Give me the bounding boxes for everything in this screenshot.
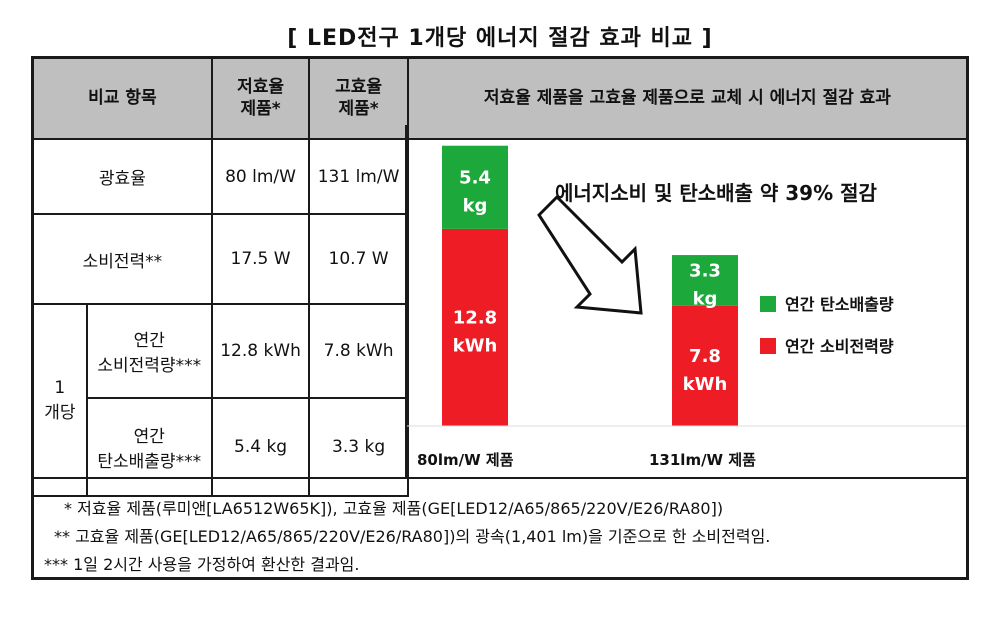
bar-carbon-1	[442, 145, 508, 229]
row-efficacy-high: 131 lm/W	[308, 138, 409, 215]
row-annual-carbon-low: 5.4 kg	[210, 397, 311, 497]
header-item: 비교 항목	[34, 59, 213, 140]
chart-area: 12.8 kWh 5.4 kg 7.8 kWh 3.3 kg 에너지소비 및 탄소배출 약 3…	[405, 125, 968, 479]
row-annual-power-label: 연간 소비전력량***	[85, 303, 213, 399]
bar-value-label: kWh	[683, 374, 728, 395]
group-label: 1 개당	[34, 303, 88, 497]
row-annual-carbon-label: 연간 탄소배출량***	[86, 397, 213, 497]
header-low-line1: 저효율	[237, 77, 284, 98]
header-low-line2: 제품*	[240, 98, 281, 119]
footnotes: * 저효율 제품(루미앤[LA6512W65K]), 고효율 제품(GE[LED…	[34, 477, 966, 579]
row-efficacy-low: 80 lm/W	[210, 138, 311, 215]
legend-label: 연간 탄소배출량	[785, 295, 894, 314]
bar-value-label: kg	[693, 288, 718, 309]
group-label-line2: 개당	[44, 402, 76, 423]
row-annual-carbon-label-line2: 탄소배출량***	[97, 452, 202, 472]
stacked-bar-chart: 12.8 kWh 5.4 kg 7.8 kWh 3.3 kg 에너지소비 및 탄소배출 약 3…	[407, 145, 966, 469]
header-effect: 저효율 제품을 고효율 제품으로 교체 시 에너지 절감 효과	[406, 59, 966, 140]
row-annual-power-high: 7.8 kWh	[308, 303, 409, 399]
bar-value-label: kWh	[453, 335, 498, 356]
legend-swatch	[760, 296, 776, 312]
bar-value-label: 12.8	[453, 307, 497, 328]
row-annual-power-low: 12.8 kWh	[210, 303, 311, 399]
footnote-3: *** 1일 2시간 사용을 가정하여 환산한 결과임.	[44, 555, 360, 574]
bar-carbon-2	[672, 255, 738, 306]
group-label-line1: 1	[54, 377, 66, 398]
row-power-label: 소비전력**	[34, 213, 213, 305]
bar-value-label: 3.3	[689, 260, 721, 281]
bar-value-label: kg	[463, 195, 488, 216]
row-power-high: 10.7 W	[308, 213, 409, 305]
bar-value-label: 7.8	[689, 346, 721, 367]
bar-power-1	[442, 228, 508, 426]
header-high-line2: 제품*	[338, 98, 379, 119]
comparison-table: 비교 항목 저효율 제품* 고효율 제품* 저효율 제품을 고효율 제품으로 교…	[34, 59, 966, 497]
page-title: [ LED전구 1개당 에너지 절감 효과 비교 ]	[287, 26, 713, 51]
legend-label: 연간 소비전력량	[785, 337, 894, 356]
footnote-2: ** 고효율 제품(GE[LED12/A65/865/220V/E26/RA80…	[54, 527, 771, 546]
row-efficacy-label: 광효율	[34, 138, 213, 215]
x-tick-label: 131lm/W 제품	[649, 451, 756, 469]
header-high: 고효율 제품*	[308, 59, 409, 140]
chart-headline: 에너지소비 및 탄소배출 약 39% 절감	[555, 181, 877, 205]
legend-swatch	[760, 338, 776, 354]
comparison-frame: 비교 항목 저효율 제품* 고효율 제품* 저효율 제품을 고효율 제품으로 교…	[31, 56, 969, 580]
row-power-low: 17.5 W	[210, 213, 311, 305]
footnote-1: * 저효율 제품(루미앤[LA6512W65K]), 고효율 제품(GE[LED…	[64, 499, 724, 518]
row-annual-power-label-line2: 소비전력량***	[97, 356, 202, 376]
header-low: 저효율 제품*	[210, 59, 311, 140]
header-high-line1: 고효율	[335, 77, 383, 98]
x-tick-label: 80lm/W 제품	[417, 451, 514, 469]
row-annual-power-label-line1: 연간	[133, 331, 165, 351]
bar-value-label: 5.4	[459, 167, 491, 188]
row-annual-carbon-label-line1: 연간	[133, 427, 165, 447]
down-right-arrow-icon	[537, 194, 643, 315]
bar-power-2	[672, 305, 738, 426]
